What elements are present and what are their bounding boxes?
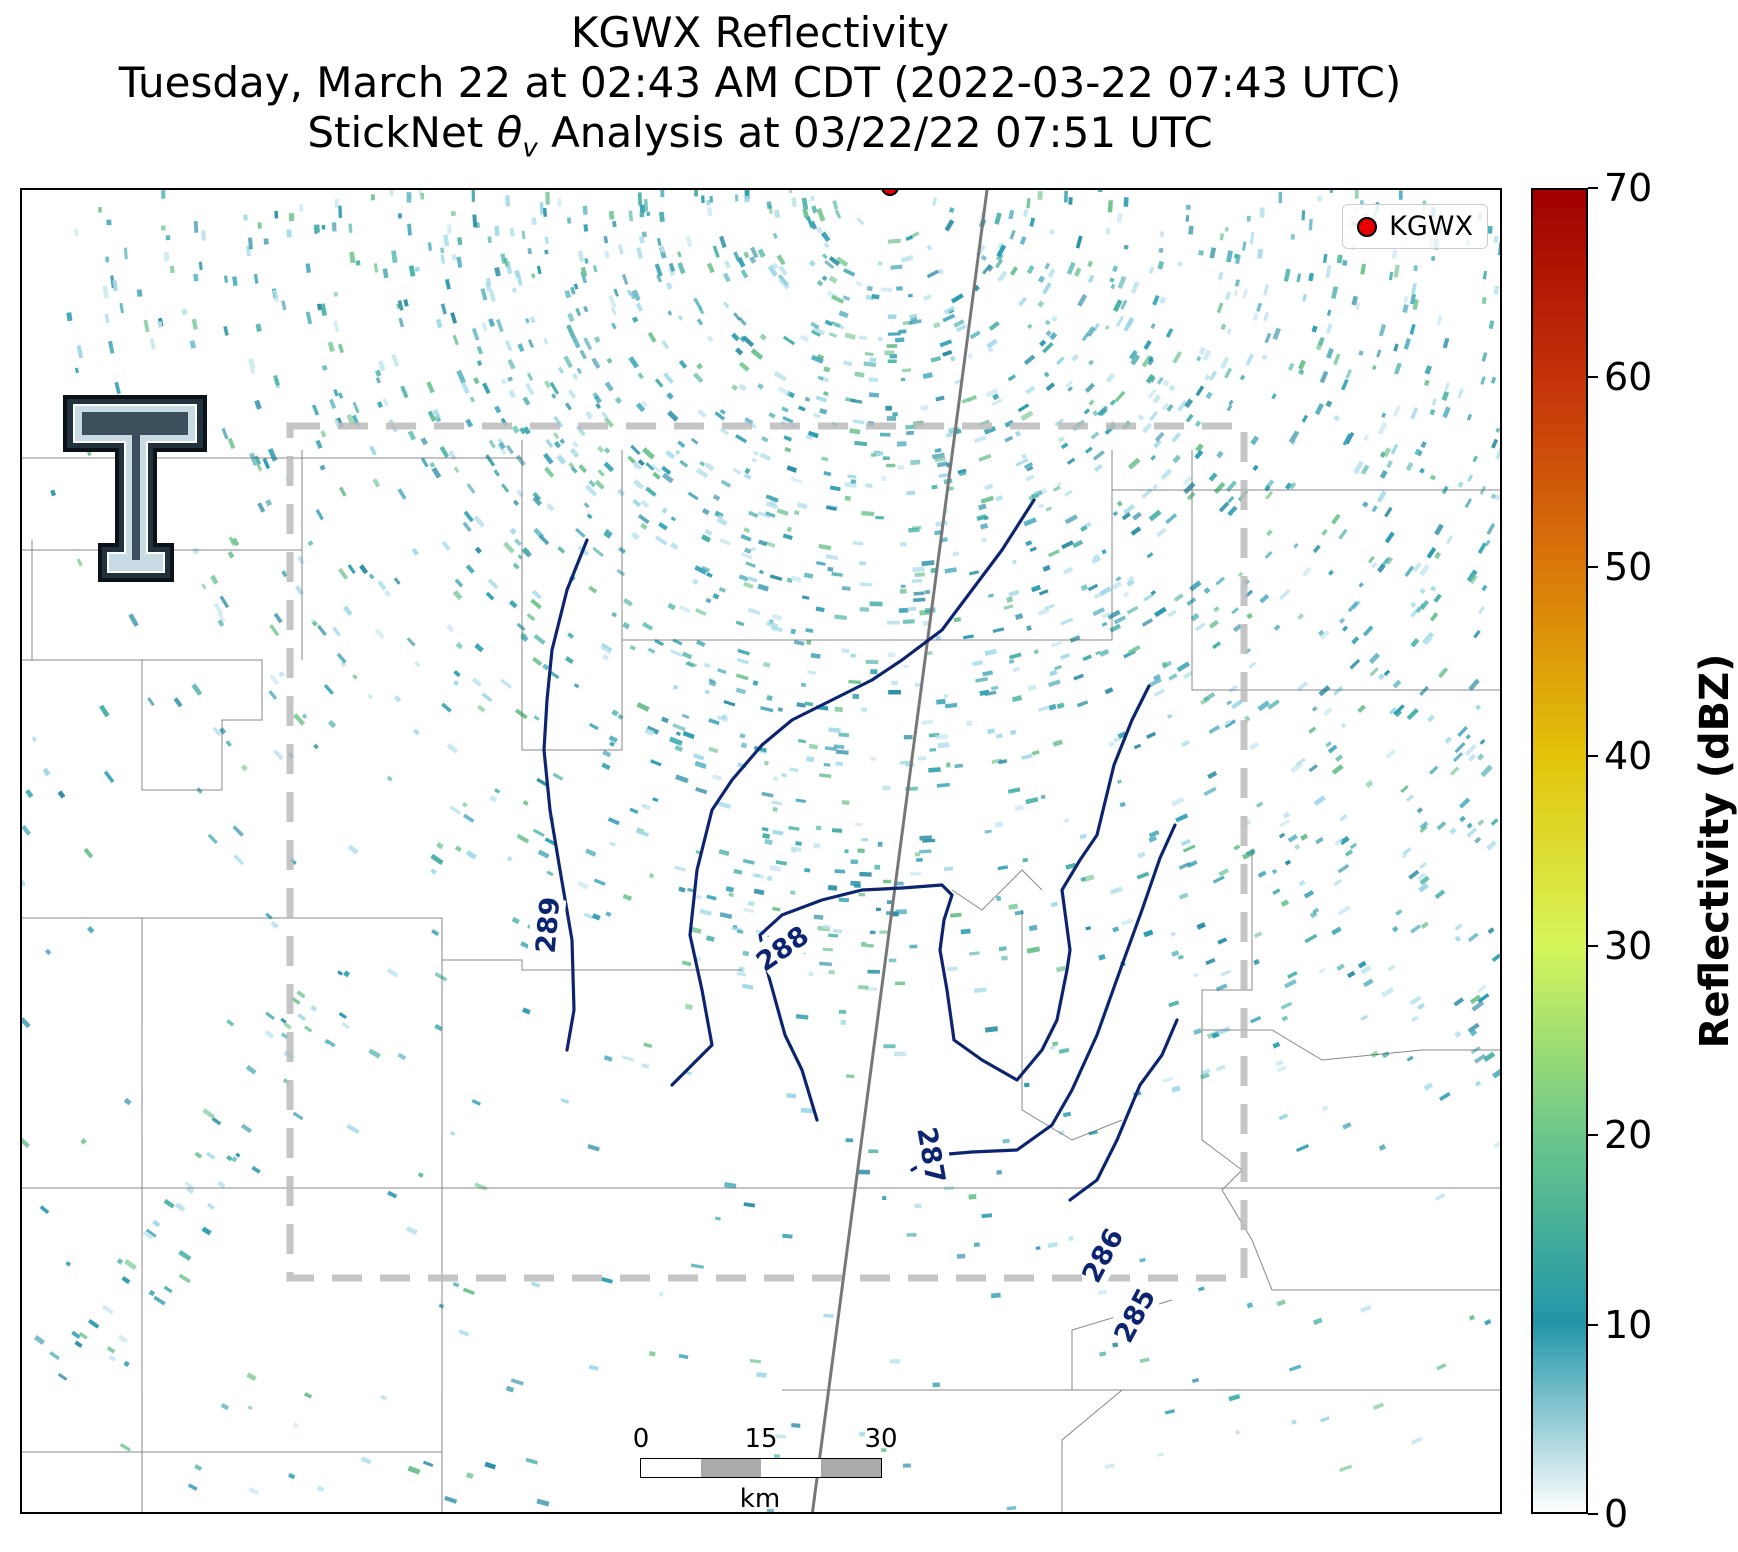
contour-label-bg [1074, 1224, 1130, 1286]
county-border [622, 450, 1113, 641]
scale-tick-30: 30 [864, 1424, 898, 1454]
colorbar-tick [1588, 1323, 1598, 1326]
colorbar-tick-label: 20 [1604, 1113, 1653, 1158]
contour-288 [670, 498, 1036, 1087]
contour-286 [910, 823, 1177, 1172]
county-border [1191, 450, 1500, 691]
title-line-2: Tuesday, March 22 at 02:43 AM CDT (2022-… [118, 58, 1402, 107]
colorbar-tick [1588, 565, 1598, 568]
colorbar-tick-label: 50 [1604, 544, 1653, 589]
colorbar-tick-label: 0 [1604, 1492, 1629, 1536]
colorbar-tick [1588, 187, 1598, 189]
county-border [22, 917, 742, 971]
colorbar-tick-label: 60 [1604, 355, 1653, 400]
legend-label: KGWX [1389, 211, 1473, 242]
title-line-1: KGWX Reflectivity [570, 8, 950, 57]
colorbar-tick [1588, 755, 1598, 758]
theta-v-contours [542, 498, 1179, 1202]
contour-287 [758, 684, 1151, 1122]
chart-title: KGWX Reflectivity Tuesday, March 22 at 0… [0, 8, 1520, 173]
contour-285 [1068, 1018, 1179, 1202]
radar-site-legend-icon [1357, 216, 1378, 237]
scale-bar-segments [640, 1458, 882, 1478]
reflectivity-echoes [22, 190, 1500, 1512]
colorbar-tick [1588, 376, 1598, 379]
contour-289 [542, 538, 589, 1052]
colorbar-tick [1588, 1134, 1598, 1137]
county-borders [22, 440, 1500, 1512]
contour-label-bg [1106, 1284, 1162, 1346]
scale-tick-0: 0 [632, 1424, 650, 1454]
county-border [1061, 1030, 1500, 1512]
colorbar-tick [1588, 1513, 1598, 1515]
county-border [951, 869, 1043, 911]
colorbar-tick-label: 40 [1604, 734, 1653, 779]
map-legend: KGWX [1342, 204, 1488, 249]
colorbar-tick-label: 70 [1604, 166, 1653, 210]
scale-unit: km [739, 1484, 781, 1514]
county-border [521, 440, 623, 751]
contour-label-bg [910, 1126, 954, 1184]
county-border [1021, 910, 1123, 1141]
radar-site-marker [881, 190, 899, 196]
colorbar-tick-label: 10 [1604, 1302, 1653, 1347]
colorbar-tick-label: 30 [1604, 923, 1653, 968]
colorbar-tick [1588, 944, 1598, 947]
title-line-3: StickNet θv Analysis at 03/22/22 07:51 U… [307, 108, 1213, 164]
double-t-logo-icon: T [63, 395, 207, 582]
highway [811, 190, 989, 1512]
contour-label-bg [527, 897, 567, 953]
contour-label-bg [750, 919, 814, 977]
analysis-domain-box [286, 422, 1248, 1282]
contour-label-289: 289 [531, 896, 567, 955]
scale-tick-15: 15 [744, 1424, 778, 1454]
colorbar [1531, 188, 1588, 1514]
county-border [22, 659, 263, 791]
colorbar-label: Reflectivity (dBZ) [1692, 653, 1738, 1049]
